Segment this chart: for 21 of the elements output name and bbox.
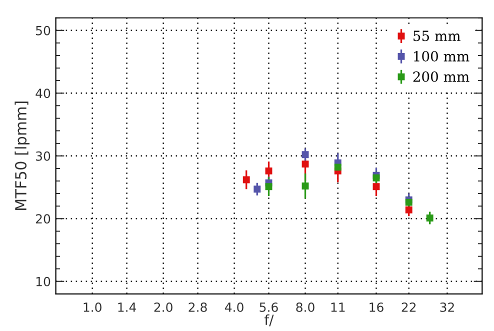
x-tick-label: 5.6 [260,302,278,312]
x-tick-label: 1.0 [84,302,102,312]
legend-label: 200 mm [413,71,470,82]
x-tick-label: 32 [440,302,454,312]
y-tick-label: 20 [36,214,50,224]
x-tick-label: 11 [331,302,345,312]
x-tick-label: 1.4 [118,302,136,312]
x-axis-title: f/ [264,314,274,326]
x-tick-label: 2.0 [154,302,172,312]
legend-label: 100 mm [414,51,470,62]
y-axis-title: MTF50 [lpmm] [14,102,30,210]
y-tick-label: 50 [36,26,50,36]
y-tick-label: 40 [36,88,50,98]
x-tick-label: 16 [370,302,384,312]
legend-label: 55 mm [414,30,460,42]
x-tick-label: 8.0 [296,302,314,312]
x-tick-label: 4.0 [224,302,244,312]
x-tick-label: 2.8 [188,302,207,312]
x-tick-label: 22 [402,302,416,312]
y-tick-label: 10 [36,276,50,286]
y-tick-label: 30 [36,151,50,161]
